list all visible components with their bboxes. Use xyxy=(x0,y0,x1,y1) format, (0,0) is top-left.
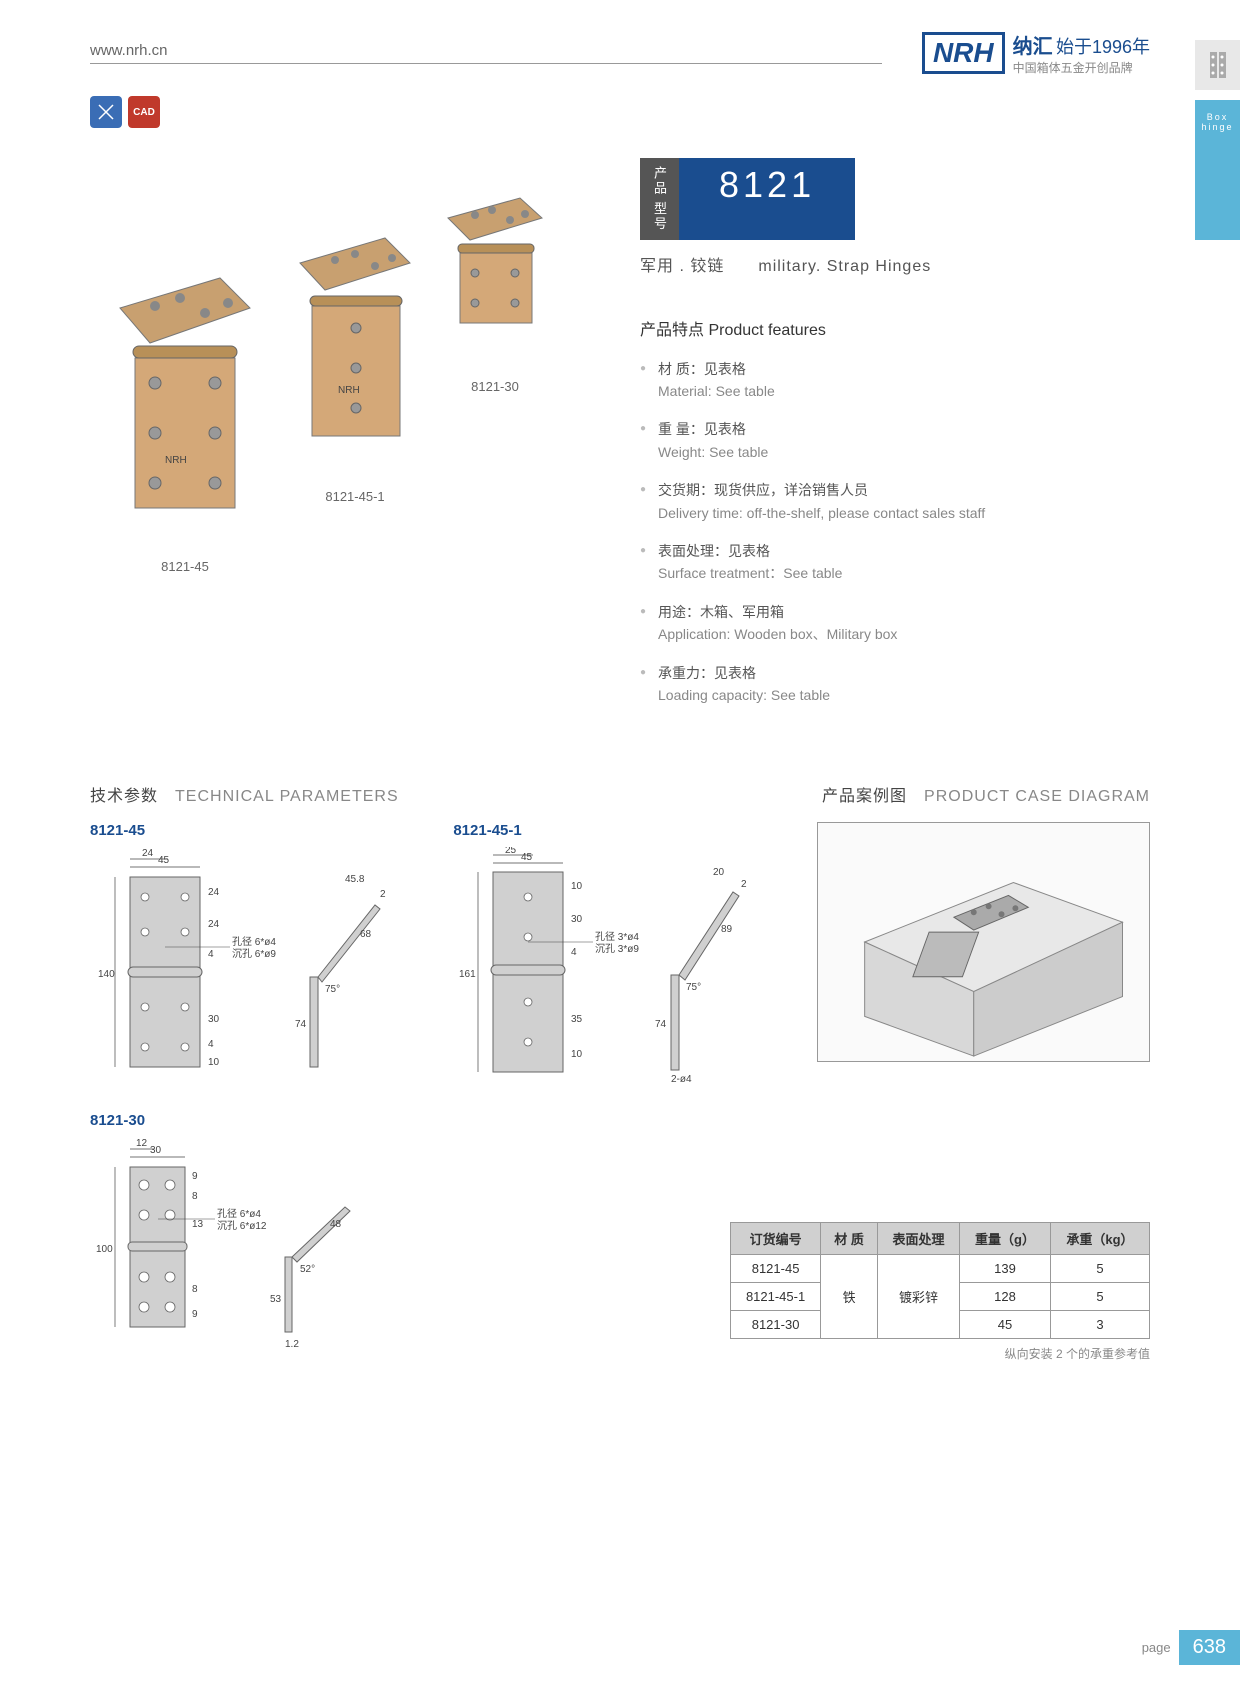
cad-icon[interactable]: CAD xyxy=(128,96,160,128)
table-note: 纵向安装 2 个的承重参考值 xyxy=(730,1345,1150,1362)
features-title: 产品特点 Product features xyxy=(640,316,1150,340)
svg-text:75°: 75° xyxy=(325,984,340,995)
photo-label-b: 8121-45-1 xyxy=(280,489,430,504)
svg-text:NRH: NRH xyxy=(338,385,360,396)
svg-text:9: 9 xyxy=(192,1171,198,1182)
svg-text:24: 24 xyxy=(142,848,154,859)
svg-text:24: 24 xyxy=(208,887,220,898)
svg-text:48: 48 xyxy=(330,1219,342,1230)
feature-item: 交货期：现货供应，详洽销售人员Delivery time: off-the-sh… xyxy=(640,479,1150,524)
diagram-8121-45-1: 45 25 161 10 30 4 35 10 孔径 3*ø4沉孔 3*ø9 74 8… xyxy=(453,847,753,1087)
website-url: www.nrh.cn xyxy=(90,42,882,64)
case-diagram xyxy=(817,822,1150,1062)
svg-text:161: 161 xyxy=(459,969,476,980)
svg-text:4: 4 xyxy=(208,949,214,960)
svg-text:89: 89 xyxy=(721,924,733,935)
svg-text:52°: 52° xyxy=(300,1264,315,1275)
svg-text:10: 10 xyxy=(571,881,583,892)
svg-text:45: 45 xyxy=(521,852,533,863)
svg-text:2: 2 xyxy=(741,879,747,890)
svg-text:沉孔 6*ø9: 沉孔 6*ø9 xyxy=(232,947,276,960)
svg-text:140: 140 xyxy=(98,969,115,980)
svg-text:75°: 75° xyxy=(686,982,701,993)
case-diagram-title: 产品案例图 PRODUCT CASE DIAGRAM xyxy=(822,782,1150,806)
svg-text:4: 4 xyxy=(571,947,577,958)
svg-text:30: 30 xyxy=(150,1145,162,1156)
diagram-3-title: 8121-30 xyxy=(90,1112,410,1129)
svg-text:13: 13 xyxy=(192,1219,204,1230)
dimension-icon[interactable] xyxy=(90,96,122,128)
svg-text:10: 10 xyxy=(571,1049,583,1060)
svg-text:12: 12 xyxy=(136,1138,148,1149)
svg-text:45: 45 xyxy=(158,855,170,866)
side-category-tab: Box hinge 箱体合页 xyxy=(1195,100,1240,240)
svg-text:74: 74 xyxy=(655,1019,667,1030)
svg-text:8: 8 xyxy=(192,1191,198,1202)
product-photo-area: NRH 8121-45 NRH 8121-45-1 8121-30 xyxy=(90,148,600,588)
brand-cn: 纳汇 xyxy=(1013,36,1053,58)
model-label: 产品 型号 xyxy=(640,158,679,240)
svg-text:2: 2 xyxy=(380,889,386,900)
diagram-1-title: 8121-45 xyxy=(90,822,423,839)
svg-text:孔径 6*ø4: 孔径 6*ø4 xyxy=(217,1207,261,1220)
svg-text:10: 10 xyxy=(208,1057,220,1068)
svg-text:2-ø4: 2-ø4 xyxy=(671,1074,692,1085)
page-label: page xyxy=(1142,1640,1171,1655)
table-row: 8121-45铁镀彩锌1395 xyxy=(731,1255,1150,1283)
photo-label-c: 8121-30 xyxy=(430,379,560,394)
svg-text:30: 30 xyxy=(208,1014,220,1025)
svg-text:沉孔 3*ø9: 沉孔 3*ø9 xyxy=(595,942,639,955)
brand-year: 始于1996年 xyxy=(1056,37,1150,57)
feature-item: 承重力：见表格Loading capacity: See table xyxy=(640,662,1150,707)
svg-text:沉孔 6*ø12: 沉孔 6*ø12 xyxy=(217,1219,267,1232)
brand-block: NRH 纳汇 始于1996年 中国箱体五金开创品牌 xyxy=(922,30,1150,76)
svg-text:68: 68 xyxy=(360,929,372,940)
side-hinge-icon xyxy=(1195,40,1240,90)
svg-text:NRH: NRH xyxy=(165,455,187,466)
spec-table: 订货编号材 质表面处理重量（g）承重（kg） 8121-45铁镀彩锌139581… xyxy=(730,1222,1150,1339)
svg-text:孔径 3*ø4: 孔径 3*ø4 xyxy=(595,930,639,943)
model-subtitle: 军用 . 铰链 military. Strap Hinges xyxy=(640,252,1150,276)
diagram-8121-30: 30 12 100 9813 89 孔径 6*ø4沉孔 6*ø12 53 48 … xyxy=(90,1137,390,1357)
page-number: 638 xyxy=(1179,1630,1240,1665)
logo: NRH xyxy=(922,32,1005,74)
svg-text:20: 20 xyxy=(713,867,725,878)
feature-item: 材 质：见表格Material: See table xyxy=(640,358,1150,403)
svg-text:24: 24 xyxy=(208,919,220,930)
svg-text:1.2: 1.2 xyxy=(285,1339,299,1350)
svg-text:30: 30 xyxy=(571,914,583,925)
svg-text:53: 53 xyxy=(270,1294,282,1305)
feature-item: 表面处理：见表格Surface treatment：See table xyxy=(640,540,1150,585)
svg-text:9: 9 xyxy=(192,1309,198,1320)
svg-text:8: 8 xyxy=(192,1284,198,1295)
svg-text:100: 100 xyxy=(96,1244,113,1255)
photo-label-a: 8121-45 xyxy=(100,559,270,574)
svg-text:45.8: 45.8 xyxy=(345,874,365,885)
svg-text:74: 74 xyxy=(295,1019,307,1030)
feature-item: 用途：木箱、军用箱Application: Wooden box、Militar… xyxy=(640,601,1150,646)
tech-params-title: 技术参数 TECHNICAL PARAMETERS xyxy=(90,782,399,806)
svg-text:35: 35 xyxy=(571,1014,583,1025)
svg-text:25: 25 xyxy=(505,847,517,856)
svg-text:4: 4 xyxy=(208,1039,214,1050)
svg-text:孔径 6*ø4: 孔径 6*ø4 xyxy=(232,935,276,948)
features-list: 材 质：见表格Material: See table 重 量：见表格Weight:… xyxy=(640,358,1150,707)
feature-item: 重 量：见表格Weight: See table xyxy=(640,418,1150,463)
model-number: 8121 xyxy=(679,158,855,240)
diagram-8121-45: 45 24 140 24244 30410 孔径 6*ø4沉孔 6*ø9 74 … xyxy=(90,847,390,1087)
diagram-2-title: 8121-45-1 xyxy=(453,822,786,839)
brand-subtitle: 中国箱体五金开创品牌 xyxy=(1013,59,1150,76)
